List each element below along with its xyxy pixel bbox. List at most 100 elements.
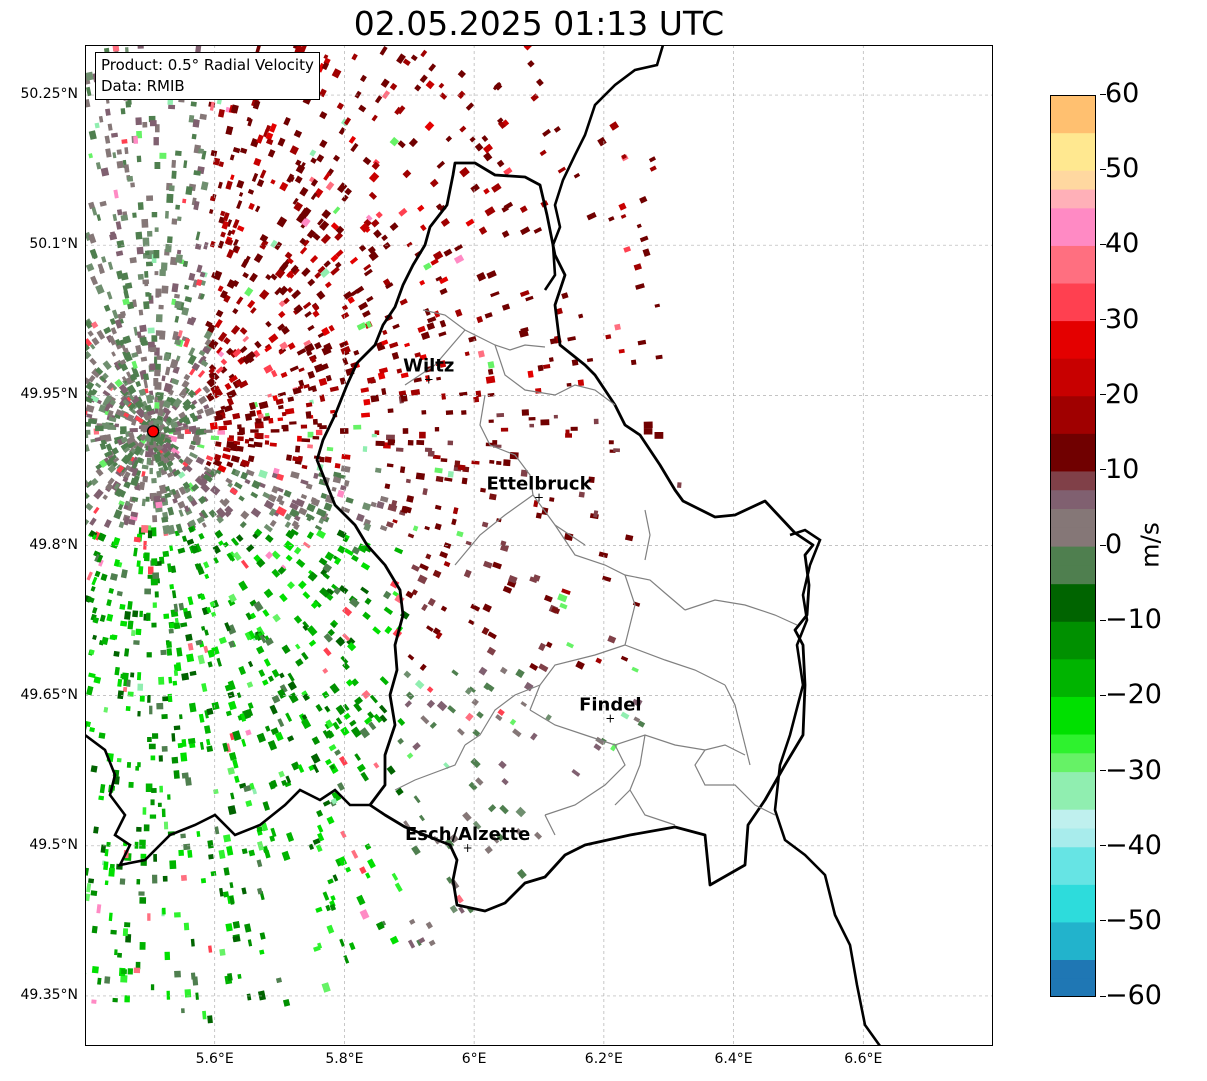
border-germany-north: [543, 45, 665, 291]
velocity-echo-cell: [218, 425, 228, 431]
velocity-echo-cell: [373, 762, 380, 769]
velocity-echo-cell: [97, 977, 102, 985]
velocity-echo-cell: [427, 316, 437, 324]
velocity-echo-cell: [122, 476, 129, 483]
velocity-echo-cell: [105, 443, 113, 452]
velocity-echo-cell: [420, 715, 430, 725]
velocity-echo-cell: [326, 816, 335, 825]
velocity-echo-cell: [292, 387, 302, 395]
velocity-echo-cell: [542, 128, 552, 137]
velocity-echo-cell: [131, 440, 140, 450]
velocity-echo-cell: [509, 718, 517, 726]
velocity-echo-cell: [391, 872, 399, 881]
velocity-echo-cell: [301, 464, 308, 470]
velocity-echo-cell: [199, 113, 207, 120]
velocity-echo-cell: [414, 84, 422, 92]
velocity-echo-cell: [112, 152, 117, 159]
velocity-echo-cell: [549, 497, 555, 502]
velocity-echo-cell: [113, 361, 121, 371]
velocity-echo-cell: [85, 478, 89, 488]
velocity-echo-cell: [163, 382, 172, 393]
velocity-echo-cell: [86, 571, 93, 581]
velocity-echo-cell: [237, 424, 242, 430]
velocity-echo-cell: [518, 328, 529, 338]
velocity-echo-cell: [98, 459, 108, 469]
velocity-echo-cell: [289, 502, 299, 511]
velocity-echo-cell: [316, 154, 325, 163]
velocity-echo-cell: [167, 563, 172, 573]
velocity-echo-cell: [164, 951, 171, 961]
velocity-echo-cell: [96, 329, 106, 340]
velocity-echo-cell: [184, 284, 190, 290]
velocity-echo-cell: [421, 603, 428, 612]
velocity-echo-cell: [205, 455, 214, 462]
velocity-echo-cell: [481, 521, 489, 528]
velocity-echo-cell: [245, 729, 252, 736]
velocity-echo-cell: [404, 342, 411, 348]
colorbar-band: [1050, 959, 1096, 979]
lon-tick-label: 6.4°E: [714, 1051, 753, 1067]
velocity-echo-cell: [206, 707, 214, 716]
velocity-echo-cell: [122, 686, 128, 693]
velocity-echo-cell: [232, 348, 242, 358]
velocity-echo-cell: [268, 508, 277, 517]
velocity-echo-cell: [382, 329, 388, 336]
velocity-echo-cell: [138, 388, 147, 397]
velocity-echo-cell: [198, 349, 206, 357]
velocity-echo-cell: [108, 912, 113, 922]
velocity-echo-cell: [145, 250, 150, 256]
velocity-echo-cell: [364, 597, 372, 605]
velocity-echo-cell: [183, 160, 188, 169]
velocity-echo-cell: [344, 548, 354, 556]
velocity-echo-cell: [470, 183, 480, 193]
velocity-echo-cell: [520, 469, 528, 477]
velocity-echo-cell: [189, 743, 196, 749]
velocity-echo-cell: [227, 482, 233, 488]
colorbar-band: [1050, 282, 1096, 303]
velocity-echo-cell: [206, 606, 212, 614]
velocity-echo-cell: [289, 421, 297, 425]
velocity-echo-cell: [148, 394, 155, 401]
velocity-echo-cell: [117, 952, 123, 958]
colorbar-band: [1050, 771, 1096, 791]
velocity-echo-cell: [520, 701, 528, 708]
velocity-echo-cell: [123, 351, 133, 363]
velocity-echo-cell: [257, 990, 266, 1001]
velocity-echo-cell: [270, 727, 279, 736]
velocity-echo-cell: [120, 673, 125, 679]
velocity-echo-cell: [100, 167, 110, 177]
velocity-echo-cell: [237, 973, 242, 979]
velocity-echo-cell: [618, 348, 625, 354]
velocity-echo-cell: [114, 319, 123, 329]
velocity-echo-cell: [403, 820, 411, 829]
velocity-echo-cell: [330, 222, 340, 231]
velocity-echo-cell: [171, 298, 177, 306]
velocity-echo-cell: [134, 415, 144, 424]
velocity-echo-cell: [441, 393, 447, 400]
velocity-echo-cell: [250, 307, 257, 314]
velocity-echo-cell: [190, 101, 197, 107]
velocity-echo-cell: [307, 370, 316, 379]
velocity-echo-cell: [310, 157, 317, 164]
lat-tick-label: 49.65°N: [20, 686, 78, 703]
velocity-echo-cell: [164, 492, 172, 499]
velocity-echo-cell: [258, 469, 268, 479]
velocity-echo-cell: [353, 702, 363, 713]
colorbar-band: [1050, 827, 1096, 848]
velocity-echo-cell: [171, 590, 177, 599]
colorbar-band: [1050, 602, 1096, 622]
velocity-echo-cell: [536, 78, 544, 87]
velocity-echo-cell: [247, 443, 256, 448]
colorbar-band: [1050, 978, 1096, 997]
velocity-echo-cell: [247, 118, 253, 127]
velocity-echo-cell: [368, 191, 378, 200]
velocity-echo-cell: [298, 379, 305, 387]
colorbar-band: [1050, 414, 1096, 434]
velocity-echo-cell: [322, 667, 329, 674]
velocity-echo-cell: [112, 997, 118, 1003]
velocity-echo-cell: [344, 187, 352, 196]
velocity-echo-cell: [126, 384, 137, 395]
velocity-echo-cell: [217, 285, 224, 292]
velocity-echo-cell: [95, 425, 104, 432]
velocity-echo-cell: [478, 226, 488, 235]
